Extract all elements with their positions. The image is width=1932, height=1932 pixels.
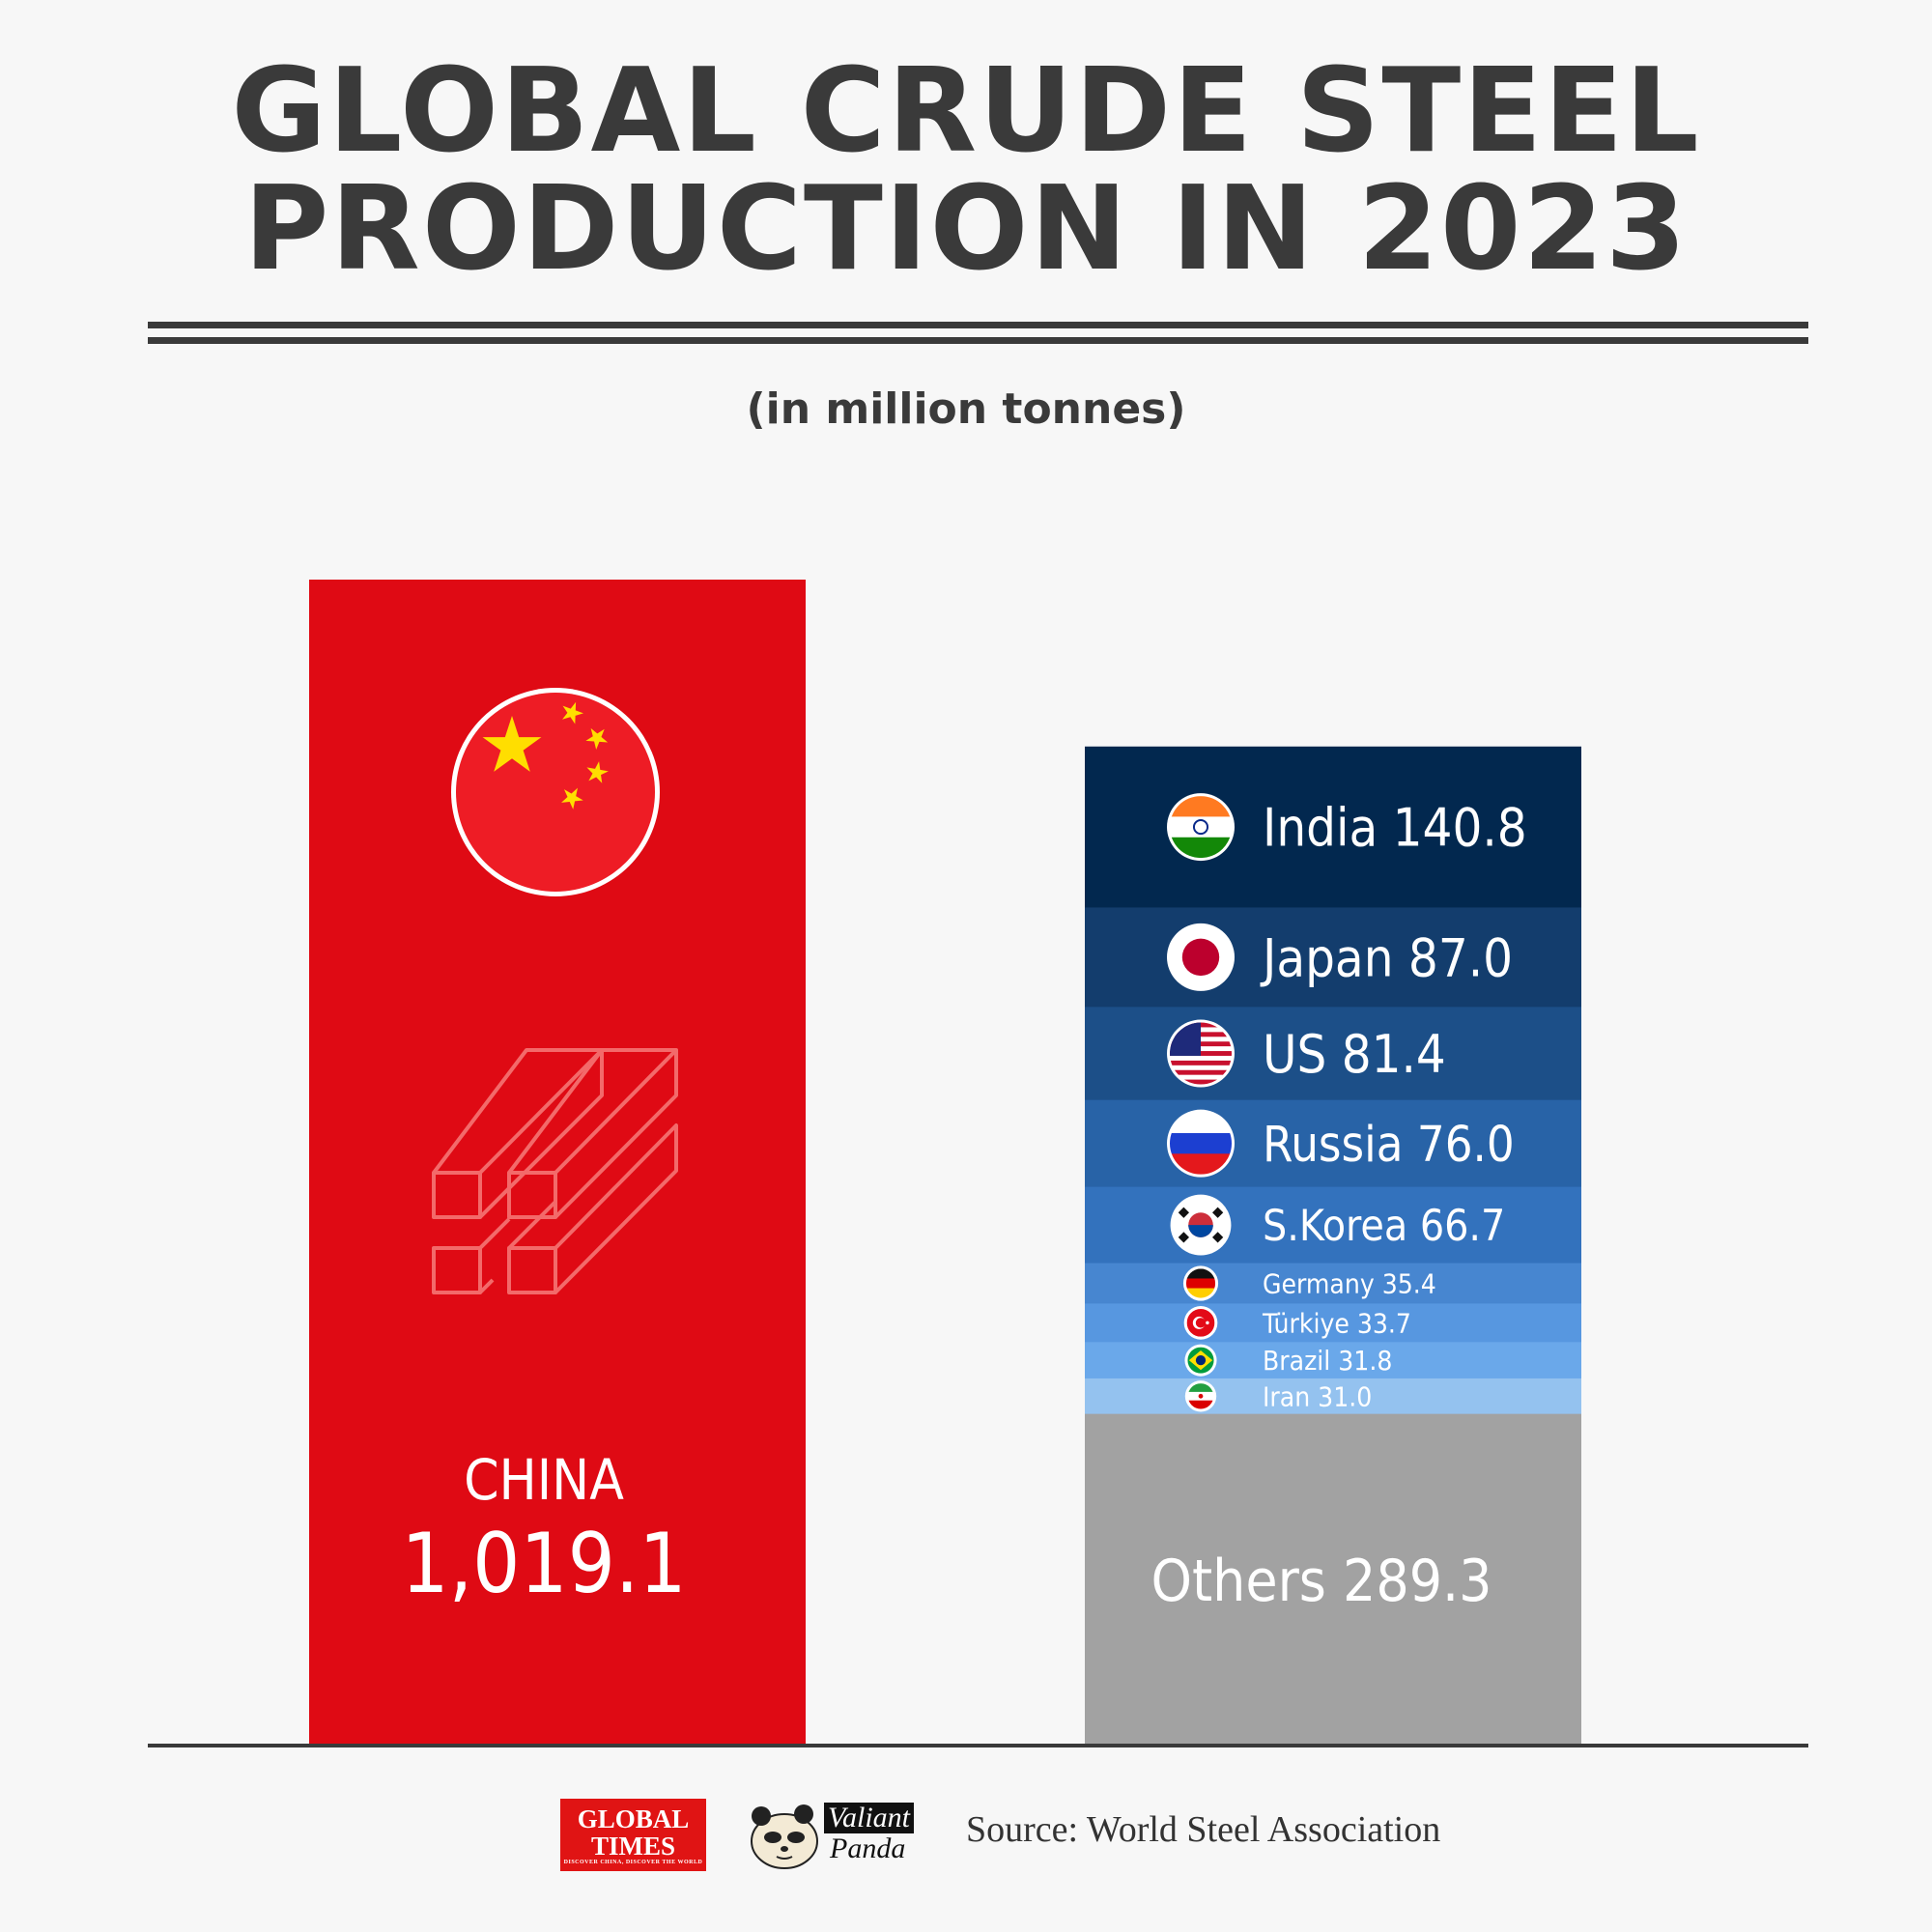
source-credit: Source: World Steel Association — [966, 1809, 1441, 1850]
title-rule-bottom — [148, 337, 1808, 344]
label-japan: Japan 87.0 — [1260, 927, 1513, 988]
label-others: Others 289.3 — [1151, 1548, 1492, 1615]
label-us: US 81.4 — [1263, 1024, 1446, 1085]
stacked-bar: India 140.8 Japan 87.0 US 81.4 Russia 76.0 S… — [1085, 746, 1581, 1746]
china-flag-icon — [451, 688, 660, 896]
valiant-panda-logo: Valiant Panda — [824, 1803, 915, 1864]
steel-beams-icon — [432, 1048, 678, 1294]
turkiye-flag-icon — [1183, 1306, 1218, 1340]
china-label: CHINA — [464, 1447, 624, 1513]
segment-brazil — [1085, 1342, 1581, 1379]
segment-s-korea — [1085, 1186, 1581, 1264]
panda-logo-line-1: Valiant — [824, 1803, 915, 1833]
unit-subtitle: (in million tonnes) — [746, 384, 1186, 434]
label-germany: Germany 35.4 — [1263, 1268, 1436, 1300]
segment-t-rkiye — [1085, 1303, 1581, 1343]
chart-title: GLOBAL CRUDE STEEL PRODUCTION IN 2023 — [0, 53, 1932, 289]
russia-flag-icon — [1167, 1109, 1235, 1178]
segment-others — [1085, 1413, 1581, 1746]
title-line-2: PRODUCTION IN 2023 — [243, 162, 1689, 297]
segment-germany — [1085, 1263, 1581, 1305]
panda-logo-line-2: Panda — [830, 1833, 906, 1864]
south-korea-flag-icon — [1170, 1194, 1232, 1256]
logo-line-1: GLOBAL — [577, 1804, 690, 1833]
logo-line-2: TIMES — [590, 1832, 676, 1861]
baseline-axis — [148, 1744, 1808, 1747]
panda-mascot-icon — [751, 1804, 818, 1869]
logo-tagline: DISCOVER CHINA, DISCOVER THE WORLD — [563, 1860, 703, 1865]
label-brazil: Brazil 31.8 — [1263, 1345, 1392, 1377]
brazil-flag-icon — [1184, 1344, 1217, 1377]
us-flag-icon — [1167, 1019, 1235, 1088]
india-flag-icon — [1167, 793, 1235, 862]
title-rule-top — [148, 322, 1808, 328]
title-line-1: GLOBAL CRUDE STEEL — [231, 44, 1701, 179]
label-russia: Russia 76.0 — [1263, 1116, 1515, 1173]
label-s-korea: S.Korea 66.7 — [1263, 1202, 1505, 1251]
japan-flag-icon — [1167, 923, 1235, 991]
label-iran: Iran 31.0 — [1263, 1380, 1372, 1412]
china-value: 1,019.1 — [401, 1516, 686, 1612]
segment-iran — [1085, 1378, 1581, 1415]
global-times-logo: GLOBAL TIMES DISCOVER CHINA, DISCOVER TH… — [560, 1799, 706, 1871]
label-t-rkiye: Türkiye 33.7 — [1262, 1307, 1411, 1339]
germany-flag-icon — [1182, 1265, 1219, 1301]
label-india: India 140.8 — [1263, 798, 1527, 859]
iran-flag-icon — [1184, 1380, 1217, 1412]
steel-production-chart: CHINA 1,019.1 India 140.8 Japan 87.0 US 81… — [148, 580, 1808, 1747]
